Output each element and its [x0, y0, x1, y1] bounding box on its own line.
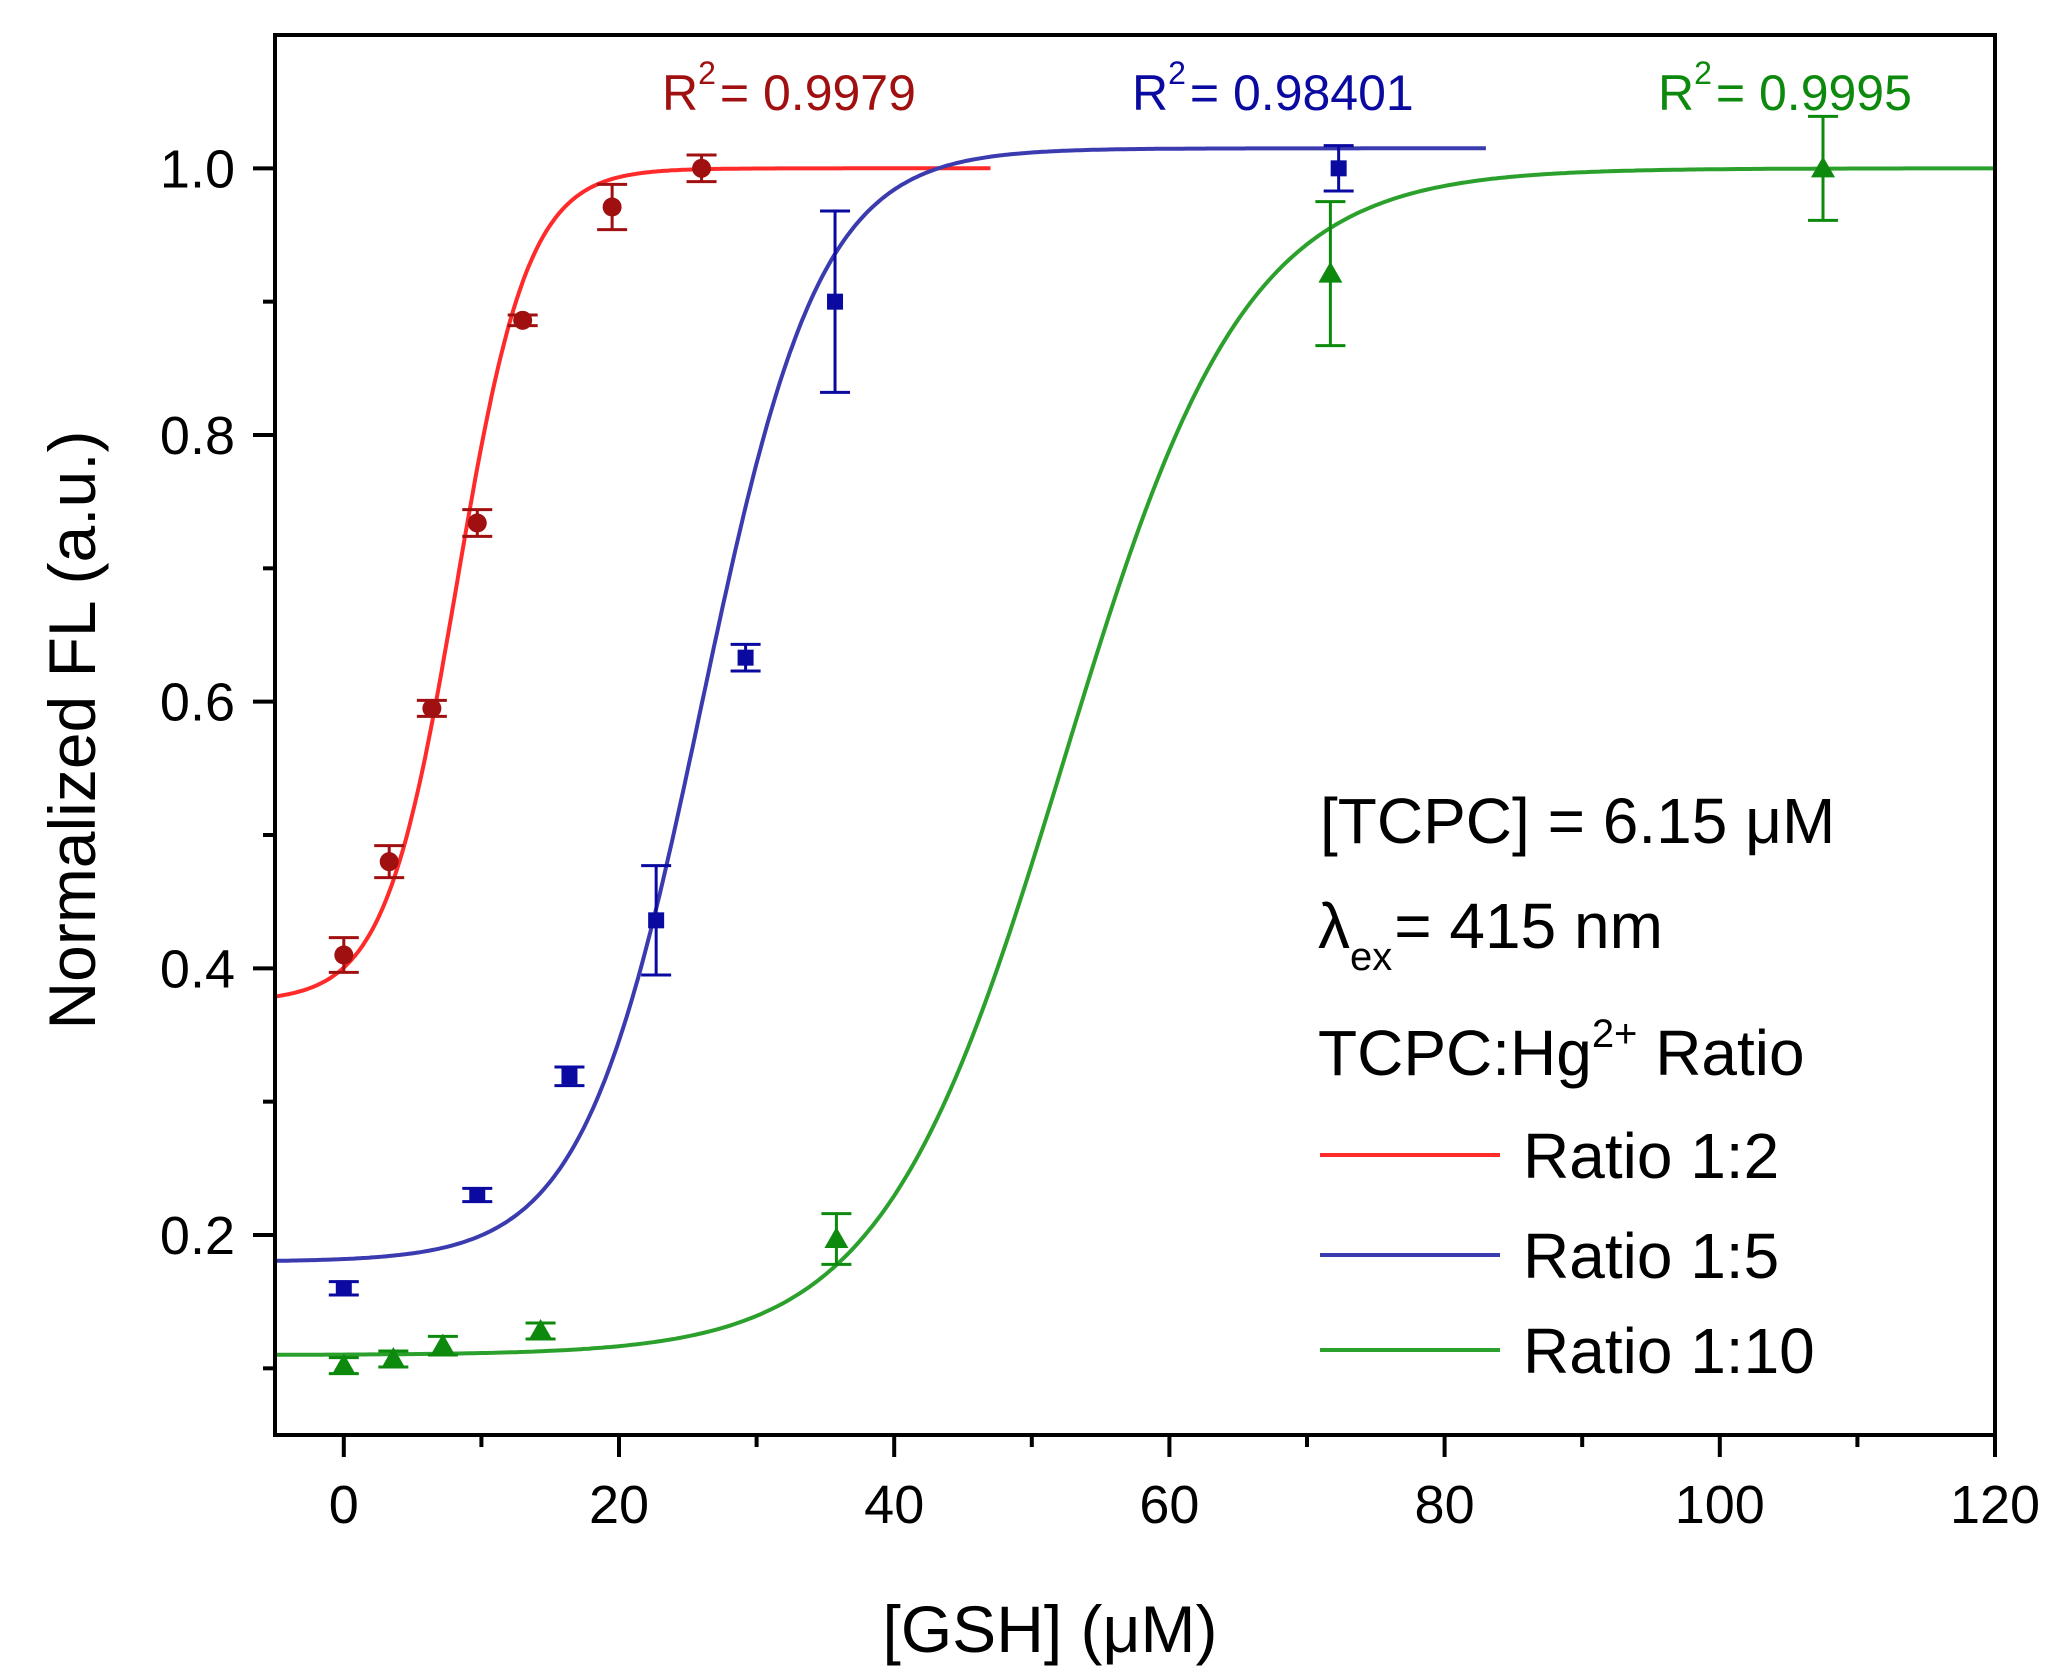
y-axis-title: Normalized FL (a.u.) — [35, 430, 109, 1029]
data-point — [821, 1212, 852, 1266]
triangle-marker — [528, 1319, 553, 1340]
lambda-symbol: λ — [1318, 890, 1350, 962]
circle-marker — [467, 513, 487, 533]
excitation-annotation: λex= 415 nm — [1318, 890, 1663, 979]
data-point — [641, 864, 672, 977]
fit-curve-ratio-1-5 — [275, 146, 1486, 1263]
circle-marker — [513, 310, 533, 330]
data-point — [462, 1186, 493, 1204]
x-tick-label: 80 — [1415, 1475, 1475, 1535]
data-point — [507, 310, 538, 330]
data-point — [597, 182, 628, 232]
triangle-marker — [381, 1347, 406, 1368]
y-tick-label: 0.2 — [160, 1206, 235, 1266]
r2-value: = 0.9995 — [1716, 65, 1912, 121]
r2-letter: R — [1132, 65, 1168, 121]
fit-curve-ratio-1-10 — [275, 166, 1995, 1357]
square-marker — [469, 1187, 486, 1203]
axes: 0 20 40 60 80 100 120 0.2 0.4 0.6 0.8 1.0 — [160, 33, 2040, 1535]
legend-label: Ratio 1:2 — [1523, 1120, 1779, 1192]
ratio-title-pre: TCPC:Hg — [1318, 1017, 1592, 1089]
circle-marker — [692, 158, 712, 178]
r2-superscript: 2 — [698, 55, 716, 91]
data-point — [328, 1353, 359, 1376]
fit-curve-ratio-1-2 — [274, 166, 991, 999]
plot-area — [274, 114, 1995, 1376]
data-point — [1315, 200, 1346, 348]
triangle-marker — [430, 1333, 455, 1355]
circle-marker — [422, 698, 442, 718]
y-tick-label: 1.0 — [160, 139, 235, 199]
data-point — [374, 844, 405, 880]
concentration-annotation: [TCPC] = 6.15 μM — [1320, 785, 1835, 857]
legend: Ratio 1:2 Ratio 1:5 Ratio 1:10 — [1320, 1120, 1815, 1387]
ratio-title-post: Ratio — [1637, 1017, 1804, 1089]
lambda-subscript: ex — [1350, 935, 1392, 979]
triangle-marker — [1811, 156, 1835, 178]
data-point — [416, 698, 447, 718]
r2-superscript: 2 — [1168, 55, 1186, 91]
lambda-value: = 415 nm — [1394, 890, 1663, 962]
data-point — [427, 1333, 458, 1357]
data-point — [554, 1065, 585, 1088]
triangle-marker — [331, 1353, 356, 1375]
r2-letter: R — [1658, 65, 1694, 121]
y-tick-label: 0.8 — [160, 406, 235, 466]
square-marker — [737, 649, 754, 666]
x-tick-label: 120 — [1950, 1475, 2040, 1535]
y-tick-label: 0.6 — [160, 673, 235, 733]
x-tick-label: 60 — [1139, 1475, 1199, 1535]
legend-label: Ratio 1:10 — [1523, 1315, 1815, 1387]
square-marker — [335, 1280, 352, 1297]
square-marker — [648, 912, 665, 929]
square-marker — [1330, 160, 1347, 177]
square-marker — [827, 293, 844, 310]
data-point — [462, 508, 493, 538]
data-point — [1808, 114, 1838, 222]
r2-value: = 0.98401 — [1190, 65, 1414, 121]
data-point — [328, 936, 359, 974]
data-point — [1323, 144, 1354, 193]
x-tick-label: 0 — [329, 1475, 359, 1535]
triangle-marker — [824, 1227, 849, 1248]
x-tick-label: 40 — [864, 1475, 924, 1535]
legend-label: Ratio 1:5 — [1523, 1220, 1779, 1292]
data-point — [328, 1280, 359, 1297]
circle-marker — [379, 852, 399, 872]
r2-label-ratio-1-10: R2= 0.9995 — [1658, 55, 1912, 121]
x-axis-title: [GSH] (μM) — [883, 1592, 1218, 1666]
circle-marker — [602, 197, 622, 217]
y-tick-label: 0.4 — [160, 939, 235, 999]
data-point — [525, 1319, 556, 1341]
r2-superscript: 2 — [1694, 55, 1712, 91]
triangle-marker — [1318, 261, 1343, 283]
data-point — [378, 1347, 409, 1369]
data-point — [730, 642, 761, 673]
r2-label-ratio-1-2: R2= 0.9979 — [662, 55, 916, 121]
circle-marker — [334, 945, 354, 965]
x-tick-label: 100 — [1675, 1475, 1765, 1535]
square-marker — [561, 1068, 578, 1085]
ratio-title-sup: 2+ — [1592, 1012, 1638, 1056]
x-tick-label: 20 — [589, 1475, 649, 1535]
plot-frame — [273, 33, 1997, 1437]
ratio-title-annotation: TCPC:Hg2+ Ratio — [1318, 1012, 1805, 1089]
r2-letter: R — [662, 65, 698, 121]
r2-value: = 0.9979 — [720, 65, 916, 121]
r2-label-ratio-1-5: R2= 0.98401 — [1132, 55, 1414, 121]
data-point — [686, 153, 717, 184]
data-point — [820, 209, 851, 394]
